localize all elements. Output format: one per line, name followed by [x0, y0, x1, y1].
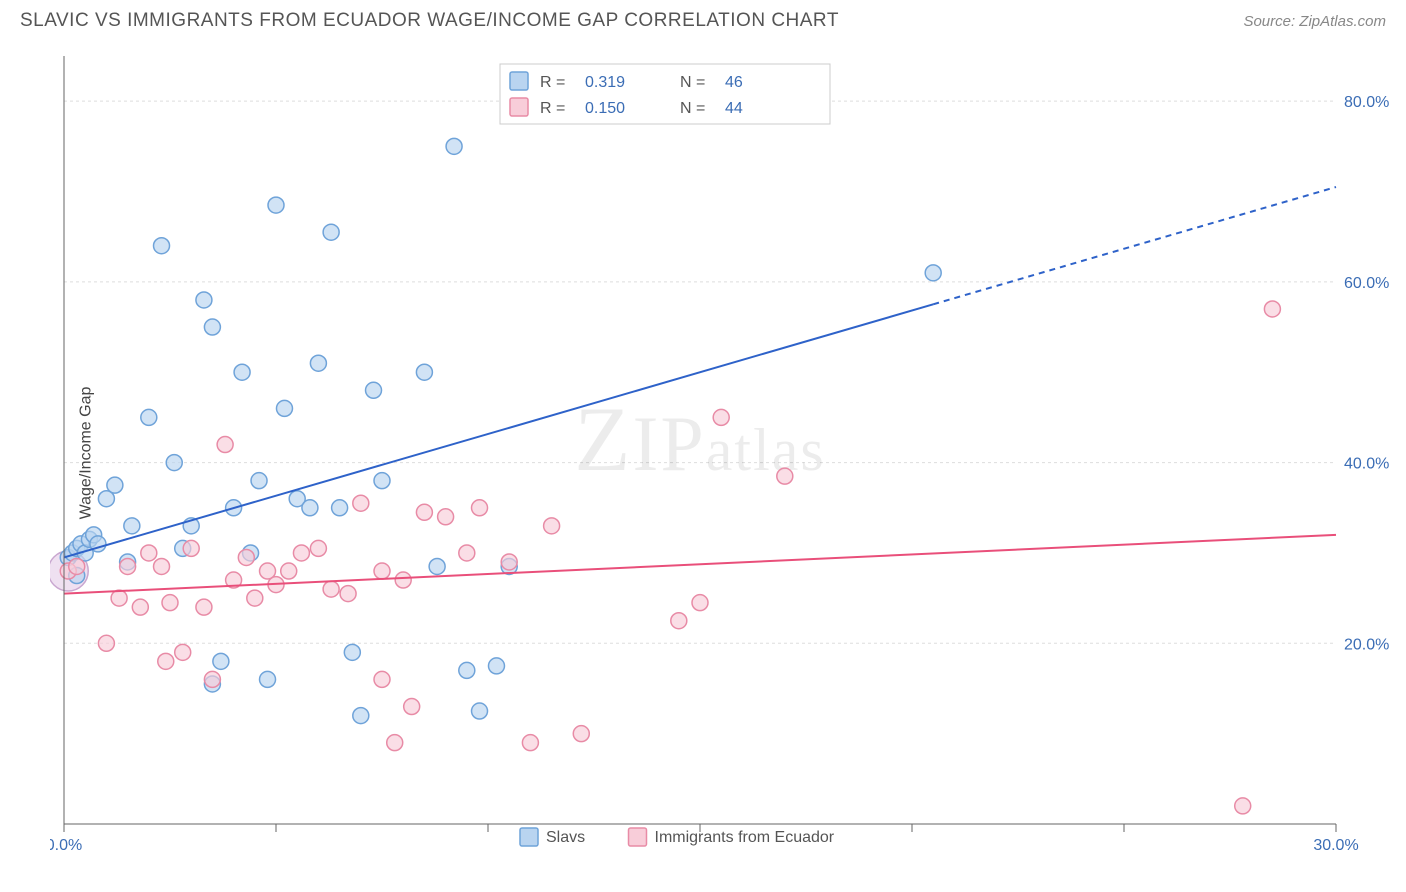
data-point [374, 563, 390, 579]
data-point [132, 599, 148, 615]
data-point [713, 409, 729, 425]
data-point [544, 518, 560, 534]
data-point [234, 364, 250, 380]
data-point [268, 197, 284, 213]
data-point [429, 558, 445, 574]
y-tick-label: 20.0% [1344, 636, 1389, 653]
source-label: Source: ZipAtlas.com [1243, 13, 1386, 30]
data-point [247, 590, 263, 606]
data-point [692, 595, 708, 611]
data-point [293, 545, 309, 561]
legend-n-label: N = [680, 100, 705, 117]
data-point [213, 653, 229, 669]
data-point [522, 735, 538, 751]
data-point [459, 545, 475, 561]
legend-swatch [629, 828, 647, 846]
trend-line [64, 535, 1336, 594]
chart-title: SLAVIC VS IMMIGRANTS FROM ECUADOR WAGE/I… [20, 10, 839, 32]
data-point [777, 468, 793, 484]
legend-n-value: 44 [725, 100, 743, 117]
scatter-chart: 20.0%40.0%60.0%80.0%ZIPatlas0.0%30.0%R =… [50, 44, 1396, 854]
data-point [310, 540, 326, 556]
data-point [276, 400, 292, 416]
chart-container: Wage/Income Gap 20.0%40.0%60.0%80.0%ZIPa… [50, 44, 1396, 862]
data-point [162, 595, 178, 611]
data-point [323, 224, 339, 240]
data-point [281, 563, 297, 579]
data-point [438, 509, 454, 525]
data-point [323, 581, 339, 597]
x-tick-label: 30.0% [1313, 837, 1358, 854]
trend-line-extrapolated [933, 187, 1336, 304]
legend-r-value: 0.150 [585, 100, 625, 117]
data-point [310, 355, 326, 371]
legend-series-name: Immigrants from Ecuador [655, 829, 835, 846]
data-point [404, 699, 420, 715]
data-point [446, 138, 462, 154]
data-point [573, 726, 589, 742]
legend-n-value: 46 [725, 74, 743, 91]
data-point [353, 708, 369, 724]
data-point [217, 437, 233, 453]
data-point [366, 382, 382, 398]
legend-r-label: R = [540, 74, 565, 91]
data-point [302, 500, 318, 516]
data-point [344, 644, 360, 660]
legend-swatch [510, 72, 528, 90]
legend-r-value: 0.319 [585, 74, 625, 91]
data-point [671, 613, 687, 629]
data-point [69, 558, 85, 574]
y-tick-label: 60.0% [1344, 275, 1389, 292]
data-point [154, 558, 170, 574]
x-tick-label: 0.0% [50, 837, 82, 854]
data-point [387, 735, 403, 751]
data-point [488, 658, 504, 674]
data-point [501, 554, 517, 570]
data-point [124, 518, 140, 534]
legend-r-label: R = [540, 100, 565, 117]
data-point [374, 473, 390, 489]
legend-n-label: N = [680, 74, 705, 91]
data-point [459, 662, 475, 678]
data-point [395, 572, 411, 588]
data-point [374, 671, 390, 687]
data-point [332, 500, 348, 516]
legend-swatch [510, 98, 528, 116]
data-point [260, 671, 276, 687]
data-point [251, 473, 267, 489]
data-point [111, 590, 127, 606]
data-point [107, 477, 123, 493]
legend-swatch [520, 828, 538, 846]
data-point [416, 504, 432, 520]
data-point [196, 292, 212, 308]
data-point [204, 319, 220, 335]
data-point [196, 599, 212, 615]
data-point [98, 635, 114, 651]
y-tick-label: 40.0% [1344, 456, 1389, 473]
data-point [166, 455, 182, 471]
data-point [183, 540, 199, 556]
data-point [472, 703, 488, 719]
data-point [472, 500, 488, 516]
data-point [1264, 301, 1280, 317]
data-point [175, 644, 191, 660]
data-point [141, 545, 157, 561]
data-point [353, 495, 369, 511]
data-point [154, 238, 170, 254]
data-point [925, 265, 941, 281]
data-point [141, 409, 157, 425]
data-point [238, 549, 254, 565]
legend-series-name: Slavs [546, 829, 585, 846]
data-point [416, 364, 432, 380]
data-point [120, 558, 136, 574]
y-axis-label: Wage/Income Gap [77, 387, 95, 520]
y-tick-label: 80.0% [1344, 94, 1389, 111]
data-point [340, 586, 356, 602]
data-point [1235, 798, 1251, 814]
data-point [204, 671, 220, 687]
data-point [158, 653, 174, 669]
